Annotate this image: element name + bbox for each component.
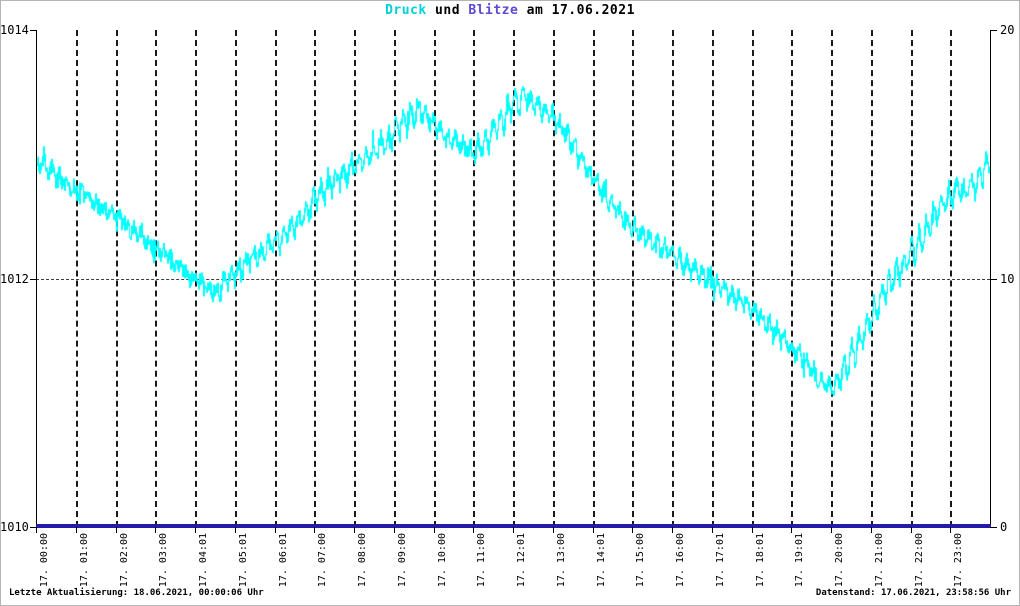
y-axis-right-tick [990,279,997,280]
x-axis-label: 17. 18:01 [755,533,766,588]
x-axis-label: 17. 05:01 [238,533,249,588]
x-axis-tick [911,527,912,533]
x-axis-label: 17. 03:00 [158,533,169,588]
x-axis-tick [314,527,315,533]
x-axis-tick [235,527,236,533]
footer-last-update: Letzte Aktualisierung: 18.06.2021, 00:00… [9,588,264,598]
x-axis-label: 17. 01:00 [79,533,90,588]
y-axis-left-tick [30,30,37,31]
x-axis-tick [553,527,554,533]
y-axis-right-tick [990,527,997,528]
y-axis-left-tick [30,279,37,280]
x-axis-label: 17. 14:01 [596,533,607,588]
x-axis-tick [632,527,633,533]
y-axis-right-label: 20 [1000,23,1015,37]
y-axis-left-label: 1014 [0,23,29,37]
x-axis-label: 17. 02:00 [119,533,130,588]
x-axis-tick [155,527,156,533]
y-axis-left-tick [30,527,37,528]
x-axis-tick [950,527,951,533]
x-axis-tick [513,527,514,533]
x-axis-tick [36,527,37,533]
x-axis-label: 17. 19:01 [794,533,805,588]
x-axis-label: 17. 08:00 [357,533,368,588]
x-axis-label: 17. 04:01 [198,533,209,588]
x-axis-label: 17. 23:00 [953,533,964,588]
y-axis-right-label: 10 [1000,272,1015,286]
series-blitze-line [36,524,991,528]
x-axis-tick [473,527,474,533]
x-axis-tick [871,527,872,533]
x-axis-tick [672,527,673,533]
x-axis-tick [791,527,792,533]
footer-data-status: Datenstand: 17.06.2021, 23:58:56 Uhr [815,588,1011,598]
x-axis-tick [831,527,832,533]
x-axis-tick [275,527,276,533]
x-axis-label: 17. 00:00 [39,533,50,588]
y-axis-right-label: 0 [1000,520,1008,534]
x-axis-tick [712,527,713,533]
y-axis-left-label: 1010 [0,520,29,534]
title-part-druck: Druck [385,3,427,18]
x-axis-tick [354,527,355,533]
title-part-date: am 17.06.2021 [518,3,635,18]
x-axis-tick [593,527,594,533]
x-axis-tick [116,527,117,533]
chart-title: Druck und Blitze am 17.06.2021 [0,3,1020,18]
y-axis-left-label: 1012 [0,272,29,286]
series-druck-line [36,30,990,527]
x-axis-tick [752,527,753,533]
y-axis-right-tick [990,30,997,31]
x-axis-label: 17. 09:00 [397,533,408,588]
x-axis-label: 17. 20:00 [834,533,845,588]
x-axis-label: 17. 22:00 [914,533,925,588]
x-axis-tick [434,527,435,533]
title-part-blitze: Blitze [468,3,519,18]
x-axis-label: 17. 10:00 [437,533,448,588]
x-axis-label: 17. 07:00 [317,533,328,588]
plot-area [36,30,990,527]
x-axis-label: 17. 21:00 [874,533,885,588]
x-axis-tick [195,527,196,533]
x-axis-label: 17. 13:00 [556,533,567,588]
x-axis-label: 17. 15:00 [635,533,646,588]
x-axis-label: 17. 12:01 [516,533,527,588]
x-axis-label: 17. 17:01 [715,533,726,588]
title-part-und: und [426,3,469,18]
x-axis-tick [76,527,77,533]
x-axis-label: 17. 16:00 [675,533,686,588]
x-axis-label: 17. 11:00 [476,533,487,588]
x-axis-label: 17. 06:01 [278,533,289,588]
x-axis-tick [394,527,395,533]
